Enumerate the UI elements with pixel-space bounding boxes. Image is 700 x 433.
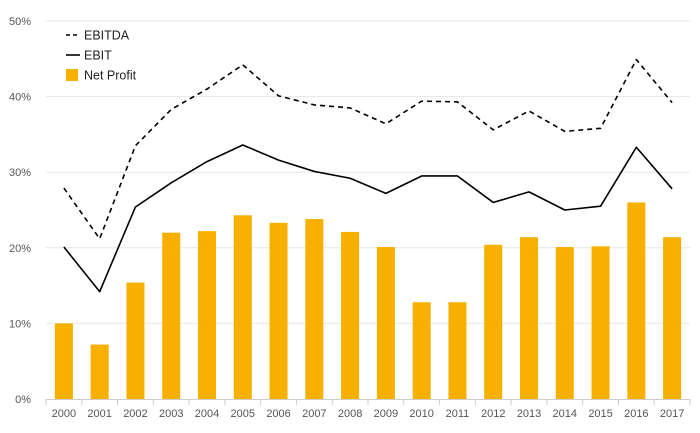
y-tick-label: 30%: [9, 167, 31, 179]
grid: [46, 20, 690, 324]
y-tick-label: 10%: [9, 318, 31, 330]
y-tick-label: 20%: [9, 243, 31, 255]
net-profit-bar: [484, 244, 503, 399]
net-profit-bar: [54, 323, 73, 399]
x-tick-label: 2012: [481, 408, 505, 420]
net-profit-bar: [412, 302, 431, 399]
net-profit-bar: [126, 282, 145, 399]
x-tick-label: 2008: [338, 408, 362, 420]
x-axis: 2000 2001 2002 2003 2004 2005 2006 2007 2008 2009…: [45, 399, 691, 420]
x-tick-label: 2017: [660, 408, 684, 420]
net-profit-bar: [305, 219, 324, 399]
x-tick-label: 2015: [588, 408, 612, 420]
legend-label: EBIT: [84, 49, 112, 63]
x-tick-label: 2010: [409, 408, 433, 420]
x-tick-label: 2005: [231, 408, 255, 420]
y-tick-label: 0%: [15, 394, 31, 406]
y-axis-ticks: 0% 10% 20% 30% 40% 50%: [9, 16, 31, 406]
legend-label: EBITDA: [84, 29, 130, 43]
net-profit-bars: [54, 202, 682, 399]
x-tick-label: 2000: [52, 408, 76, 420]
ebitda-line: [63, 58, 673, 240]
legend-label: Net Profit: [84, 69, 137, 83]
net-profit-bar: [162, 232, 181, 399]
x-tick-label: 2001: [87, 408, 111, 420]
x-tick-label: 2007: [302, 408, 326, 420]
x-tick-label: 2002: [123, 408, 147, 420]
x-tick-label: 2016: [624, 408, 648, 420]
net-profit-bar: [269, 222, 288, 399]
legend: EBITDA EBIT Net Profit: [66, 29, 137, 83]
x-tick-label: 2013: [517, 408, 541, 420]
net-profit-bar: [627, 202, 646, 399]
net-profit-bar: [555, 247, 574, 399]
series-lines: [63, 58, 673, 293]
net-profit-bar: [233, 215, 252, 399]
net-profit-bar: [376, 247, 395, 399]
net-profit-bar: [90, 344, 109, 399]
x-tick-label: 2004: [195, 408, 219, 420]
x-tick-label: 2003: [159, 408, 183, 420]
x-tick-label: 2009: [374, 408, 398, 420]
net-profit-bar: [448, 302, 467, 399]
x-tick-label: 2014: [553, 408, 577, 420]
y-tick-label: 40%: [9, 92, 31, 104]
net-profit-bar: [663, 237, 682, 399]
y-tick-label: 50%: [9, 16, 31, 28]
net-profit-bar: [591, 246, 610, 399]
x-tick-label: 2006: [266, 408, 290, 420]
net-profit-bar: [198, 231, 216, 399]
net-profit-bar: [520, 237, 538, 399]
ebit-line: [63, 144, 673, 293]
legend-swatch-net-profit: [66, 69, 78, 81]
net-profit-bar: [341, 231, 360, 399]
x-tick-label: 2011: [446, 408, 470, 420]
